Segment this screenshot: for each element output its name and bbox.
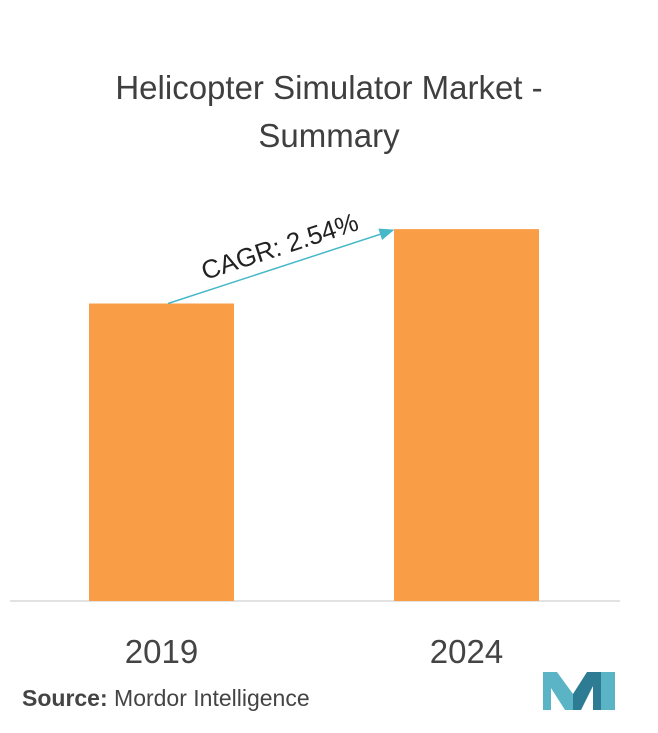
logo-right-shape	[573, 672, 601, 710]
chart-title-line-1: Helicopter Simulator Market -	[115, 69, 543, 106]
x-tick-label-2019: 2019	[125, 633, 198, 670]
logo-accent-shape	[601, 672, 615, 710]
cagr-arrow	[167, 228, 395, 305]
source-text: Mordor Intelligence	[114, 685, 310, 711]
mordor-intelligence-logo	[543, 672, 615, 710]
bar-2019	[89, 303, 234, 601]
logo-left-shape	[543, 672, 573, 710]
chart-title-line-2: Summary	[258, 117, 400, 154]
cagr-label: CAGR: 2.54%	[197, 207, 362, 286]
x-tick-label-2024: 2024	[430, 633, 503, 670]
bar-2024	[394, 229, 539, 601]
chart-title: Helicopter Simulator Market - Summary	[0, 64, 658, 160]
source-label: Source:	[22, 685, 108, 711]
source-note: Source: Mordor Intelligence	[22, 683, 310, 713]
